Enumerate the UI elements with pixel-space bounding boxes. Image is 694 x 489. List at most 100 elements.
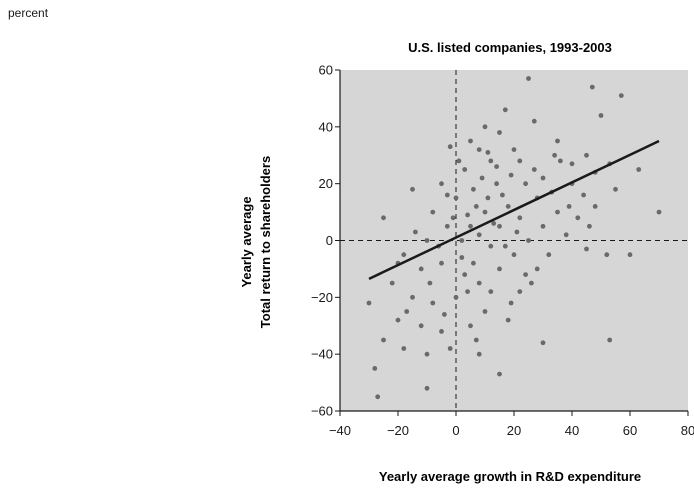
data-point	[607, 337, 613, 343]
x-tick-label: 80	[681, 423, 694, 438]
data-points	[366, 76, 662, 400]
data-point	[540, 223, 546, 229]
data-point	[456, 158, 462, 164]
data-point	[526, 76, 531, 81]
data-point	[636, 167, 642, 172]
data-point	[517, 158, 523, 164]
data-point	[482, 209, 488, 215]
data-point	[482, 309, 488, 314]
y-axis-title-line2: Total return to shareholders	[258, 156, 273, 328]
data-point	[471, 260, 476, 266]
data-point	[476, 147, 482, 153]
data-point	[366, 300, 372, 306]
data-point	[589, 84, 595, 90]
data-point	[511, 147, 517, 153]
data-point	[447, 346, 453, 351]
data-point	[476, 232, 482, 238]
x-tick-label: 20	[507, 423, 521, 438]
data-point	[488, 289, 494, 294]
data-point	[485, 195, 491, 201]
data-point	[497, 130, 502, 135]
trend-line	[368, 139, 660, 280]
data-point	[444, 192, 450, 198]
data-point	[508, 172, 514, 178]
data-point	[401, 252, 407, 258]
data-point	[540, 340, 546, 346]
data-point	[569, 161, 575, 167]
data-point	[444, 223, 450, 229]
data-point	[401, 346, 407, 351]
data-point	[430, 300, 436, 306]
data-point	[531, 118, 537, 124]
data-point	[627, 252, 633, 258]
data-point	[482, 124, 488, 130]
data-point	[546, 252, 552, 258]
data-point	[552, 152, 557, 158]
reference-lines	[340, 70, 688, 411]
data-point	[566, 204, 572, 209]
data-point	[381, 337, 386, 343]
y-tick-label: 40	[319, 119, 333, 134]
x-tick-label: 40	[565, 423, 579, 438]
data-point	[488, 243, 494, 249]
data-point	[491, 221, 497, 226]
data-point	[592, 204, 598, 209]
data-point	[476, 351, 482, 357]
x-tick-label: 60	[623, 423, 637, 438]
data-point	[453, 195, 459, 201]
data-point	[442, 312, 447, 317]
x-tick-label: −40	[329, 423, 351, 438]
y-axis-title-line1: Yearly average	[239, 196, 254, 287]
data-point	[529, 280, 534, 286]
data-point	[587, 223, 592, 229]
data-point	[502, 243, 508, 249]
data-point	[531, 167, 537, 172]
data-point	[584, 152, 589, 158]
data-point	[459, 238, 465, 243]
data-point	[502, 107, 508, 113]
data-point	[375, 394, 381, 400]
data-point	[418, 266, 424, 272]
data-point	[584, 246, 589, 252]
data-point	[459, 255, 465, 260]
data-point	[485, 150, 491, 155]
x-tick-label: 0	[452, 423, 459, 438]
data-point	[427, 280, 433, 286]
y-tick-label: 60	[319, 63, 333, 78]
data-point	[462, 272, 468, 277]
data-point	[424, 385, 430, 391]
data-point	[410, 186, 415, 192]
data-point	[389, 280, 395, 286]
data-point	[500, 192, 505, 198]
data-point	[468, 323, 473, 329]
data-point	[395, 317, 401, 323]
data-point	[471, 186, 476, 192]
data-point	[656, 209, 662, 215]
data-point	[439, 329, 444, 334]
data-point	[418, 323, 424, 329]
y-tick-label: 0	[326, 233, 333, 248]
data-point	[479, 175, 485, 181]
x-axis-title: Yearly average growth in R&D expenditure	[379, 469, 641, 484]
unit-note: percent	[8, 6, 49, 20]
data-point	[505, 204, 511, 209]
y-tick-label: −20	[311, 290, 333, 305]
y-tick-label: 20	[319, 176, 333, 191]
data-point	[526, 238, 531, 243]
data-point	[465, 289, 470, 294]
data-point	[381, 215, 386, 221]
data-point	[514, 229, 520, 235]
data-point	[511, 252, 517, 258]
data-point	[468, 138, 473, 144]
y-tick-label: −60	[311, 404, 333, 419]
data-point	[604, 252, 610, 258]
data-point	[613, 186, 618, 192]
data-point	[497, 223, 502, 229]
data-point	[453, 294, 459, 300]
data-point	[497, 371, 502, 377]
data-point	[508, 300, 514, 306]
chart-title: U.S. listed companies, 1993-2003	[408, 40, 612, 55]
data-point	[473, 337, 479, 343]
data-point	[465, 212, 470, 218]
